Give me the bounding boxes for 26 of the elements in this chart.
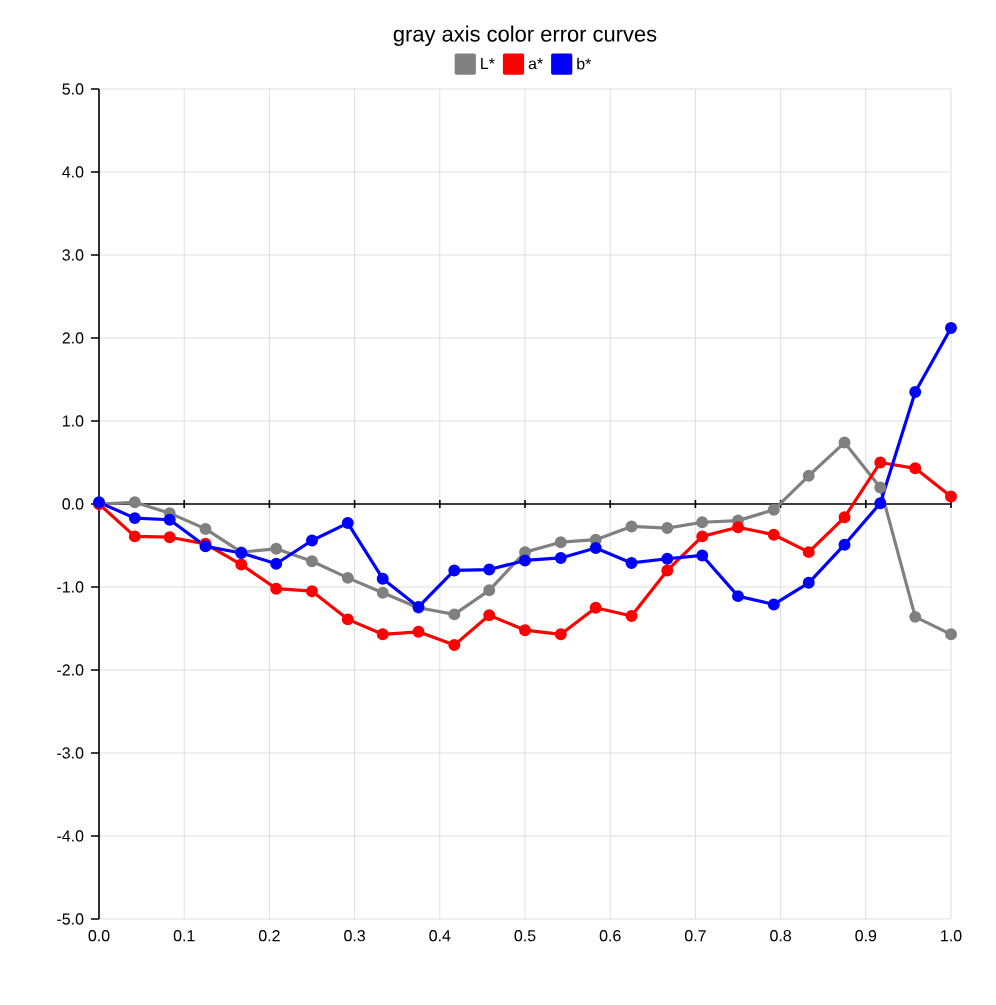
y-tick-label: -2.0 (57, 664, 84, 676)
y-tick-label: 1.0 (63, 415, 84, 427)
x-tick-label: 0.6 (599, 930, 621, 942)
y-tick-label: 3.0 (62, 249, 84, 261)
y-tick-label: -5.0 (57, 913, 84, 925)
chart-title: gray axis color error curves (393, 25, 657, 46)
legend-label: b* (577, 57, 592, 70)
y-tick-label: 0.0 (62, 498, 84, 510)
y-tick-label: 5.0 (62, 83, 84, 95)
y-tick-label: 4.0 (62, 166, 84, 178)
x-tick-label: 0.1 (173, 930, 195, 942)
x-tick-label: 0.3 (344, 930, 365, 942)
x-tick-label: 0.8 (770, 930, 791, 942)
x-tick-label: 0.4 (429, 930, 451, 942)
x-tick-label: 0.2 (258, 930, 280, 942)
y-tick-label: -3.0 (57, 747, 84, 759)
legend-label: a* (528, 58, 543, 70)
y-tick-label: -4.0 (57, 830, 84, 842)
x-tick-label: 0.0 (88, 930, 110, 942)
y-tick-label: 2.0 (62, 332, 84, 344)
x-tick-label: 0.9 (855, 930, 877, 942)
x-tick-label: 0.7 (684, 930, 706, 942)
legend-label: L* (481, 58, 495, 70)
y-tick-label: -1.0 (57, 581, 84, 593)
x-tick-label: 0.5 (514, 930, 536, 942)
x-tick-label: 1.0 (941, 930, 962, 942)
